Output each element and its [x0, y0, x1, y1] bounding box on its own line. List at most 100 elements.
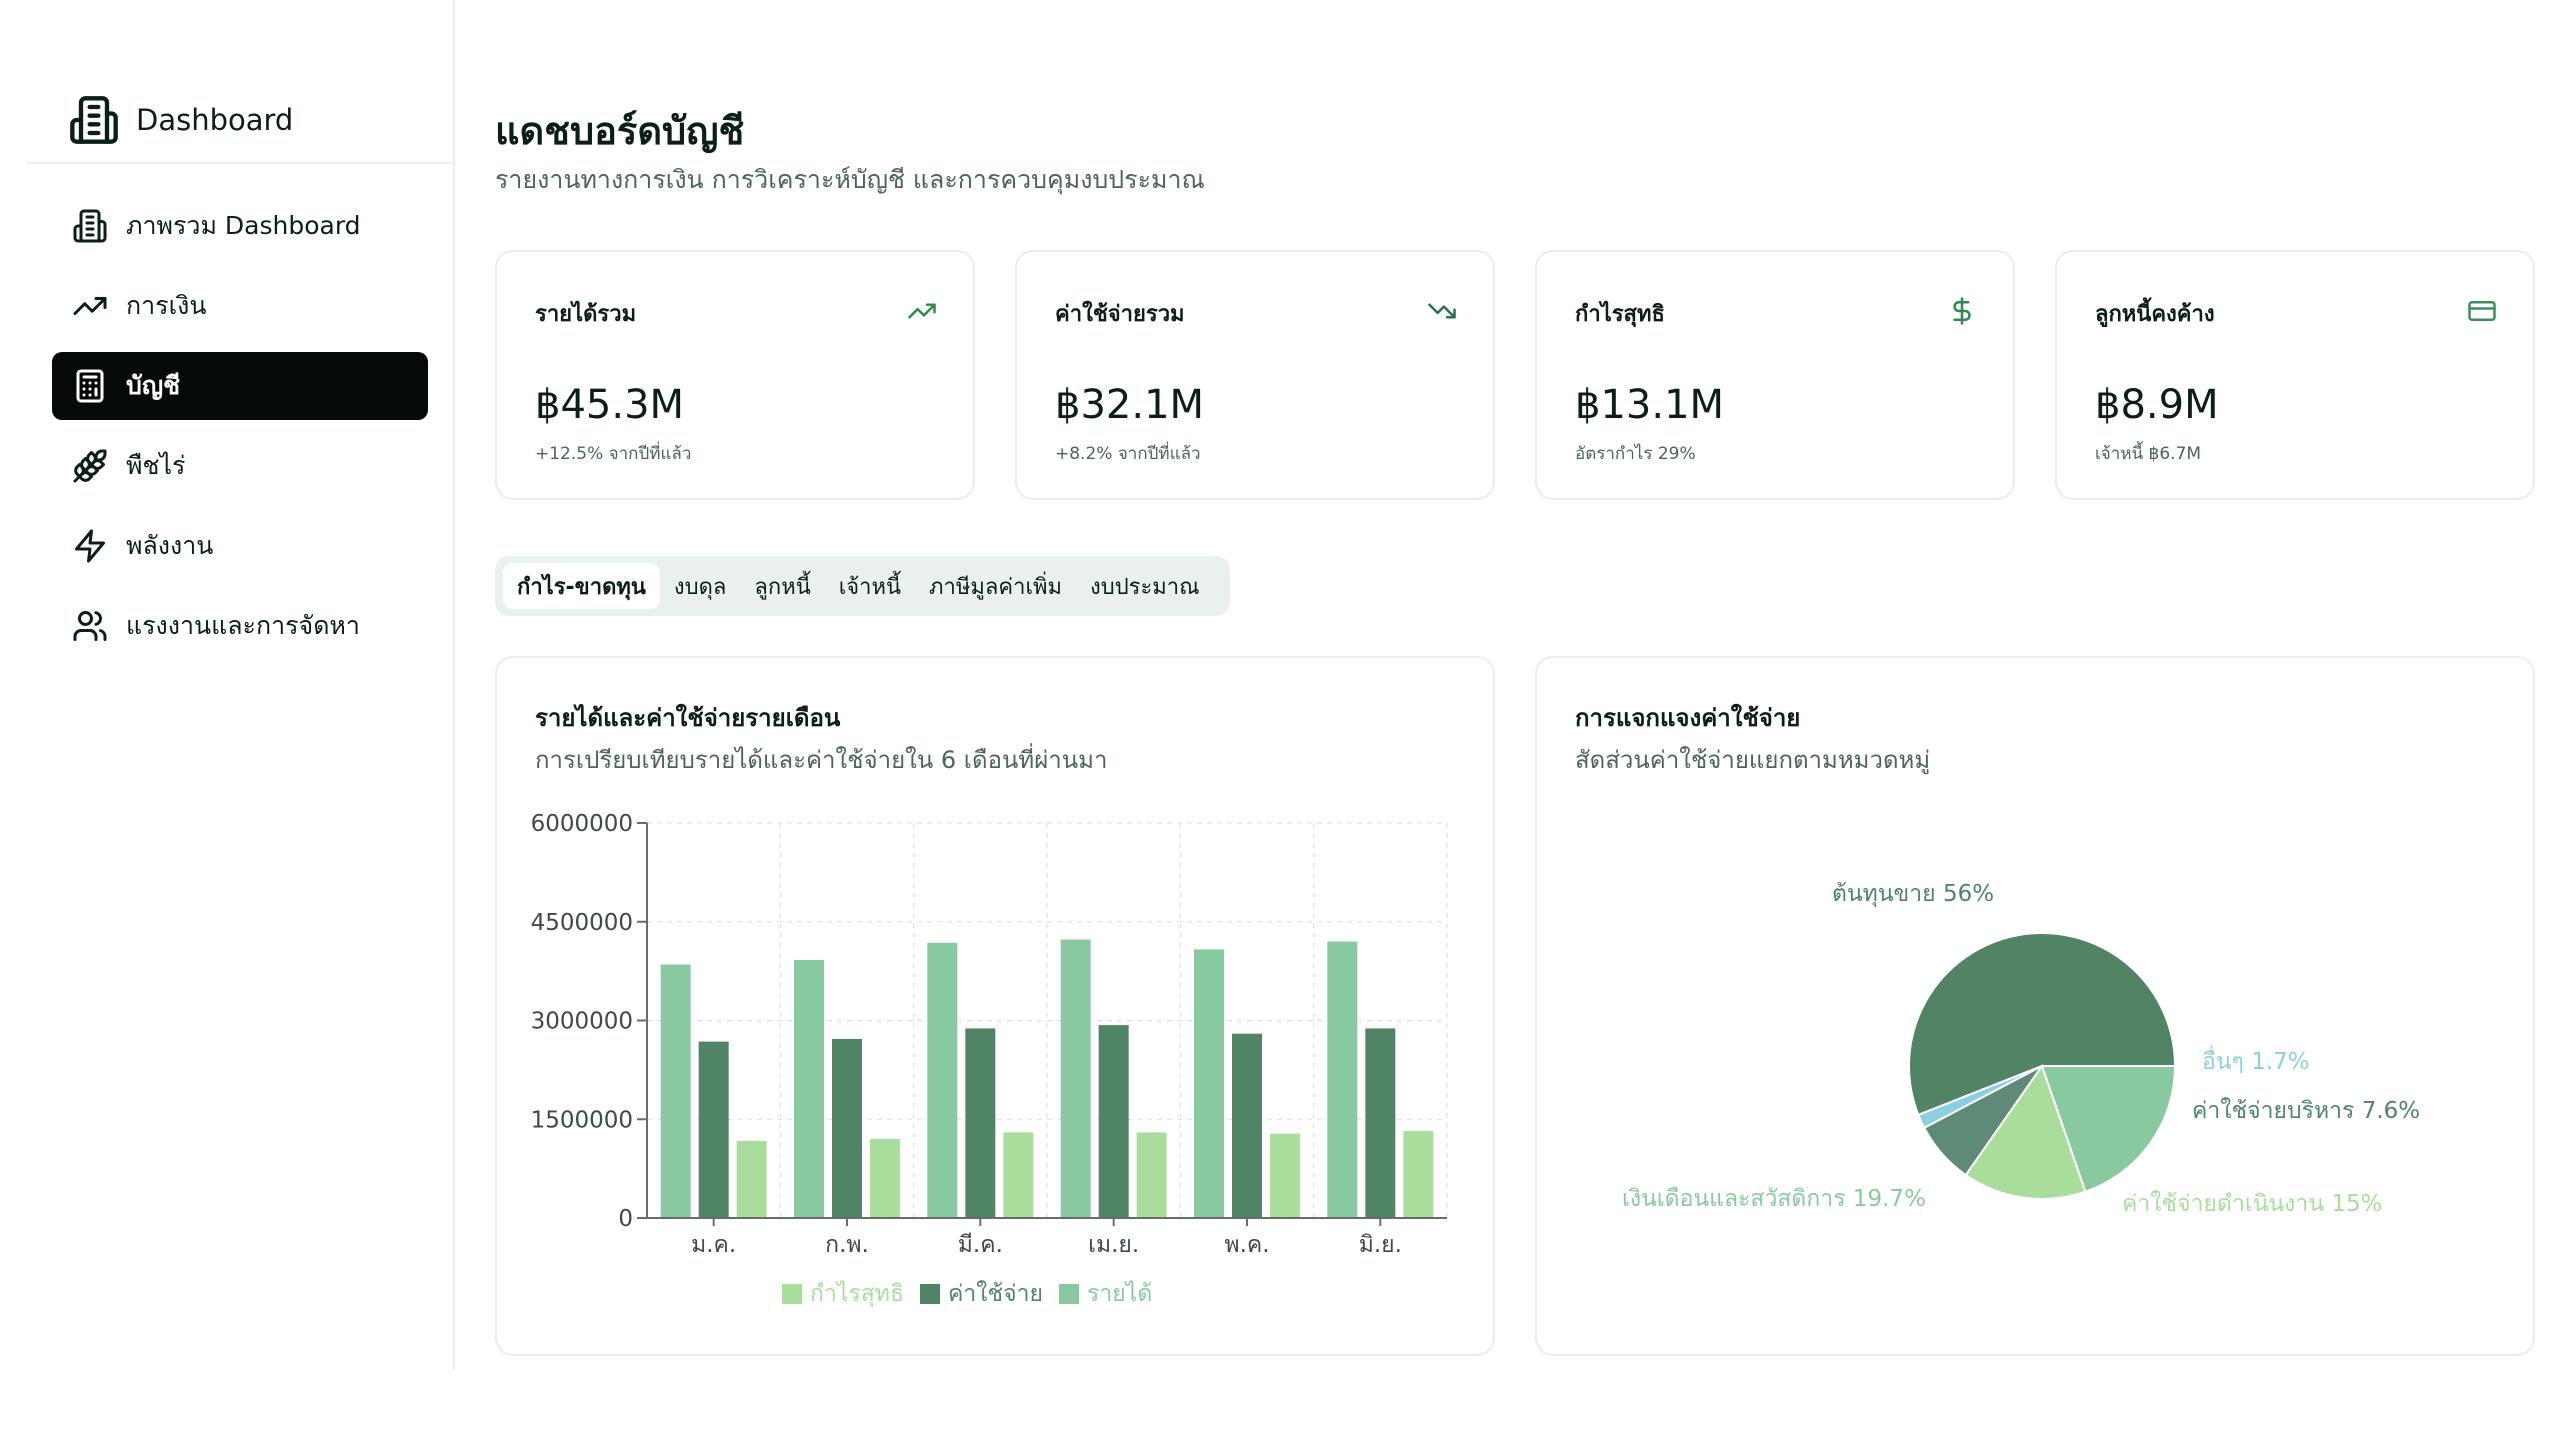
stat-card-net-profit: กำไรสุทธิ ฿13.1M อัตรากำไร 29%	[1535, 250, 2015, 500]
x-tick-label: เม.ย.	[1088, 1232, 1139, 1258]
stat-card-value: ฿32.1M	[1055, 382, 1205, 428]
lightning-icon	[75, 529, 105, 563]
bar-revenue[interactable]	[660, 964, 691, 1218]
sidebar-item-label: พืชไร่	[126, 451, 186, 480]
legend-swatch	[782, 1284, 802, 1304]
bar-revenue[interactable]	[927, 942, 958, 1218]
stat-card-label: รายได้รวม	[535, 302, 637, 327]
credit-card-icon	[2468, 301, 2496, 321]
x-tick-label: มิ.ย.	[1359, 1232, 1402, 1258]
pie-slice[interactable]	[2040, 1065, 2177, 1193]
bar-expense[interactable]	[965, 1028, 996, 1218]
bar-profit[interactable]	[1136, 1132, 1167, 1218]
legend-label: กำไรสุทธิ	[810, 1281, 904, 1307]
bar-expense[interactable]	[1365, 1028, 1396, 1218]
sidebar: Dashboard ภาพรวม Dashboard การเงิน บัญชี…	[0, 0, 455, 1370]
legend-swatch	[920, 1284, 940, 1304]
tab-budget[interactable]: งบประมาณ	[1089, 574, 1200, 600]
y-tick-label: 4500000	[531, 910, 633, 936]
stat-card-value: ฿8.9M	[2095, 382, 2219, 428]
tab-balance-sheet[interactable]: งบดุล	[673, 574, 727, 600]
x-tick-label: ก.พ.	[825, 1232, 869, 1258]
stat-card-note: +12.5% จากปีที่แล้ว	[535, 444, 692, 464]
sidebar-item-label: บัญชี	[126, 371, 181, 400]
tab-receivables[interactable]: ลูกหนี้	[754, 574, 811, 600]
legend-item-expense[interactable]: ค่าใช้จ่าย	[920, 1276, 1043, 1312]
legend-item-revenue[interactable]: รายได้	[1059, 1276, 1152, 1312]
stat-card-expense: ค่าใช้จ่ายรวม ฿32.1M +8.2% จากปีที่แล้ว	[1015, 250, 1495, 500]
building-icon	[73, 209, 107, 243]
bar-profit[interactable]	[870, 1139, 900, 1218]
sidebar-item-labor[interactable]: แรงงานและการจัดหา	[52, 592, 428, 660]
bar-profit[interactable]	[736, 1140, 767, 1218]
bar-expense[interactable]	[1098, 1025, 1129, 1218]
legend-item-profit[interactable]: กำไรสุทธิ	[782, 1276, 904, 1312]
expense-distribution-panel: การแจกแจงค่าใช้จ่าย สัดส่วนค่าใช้จ่ายแยก…	[1535, 656, 2535, 1356]
bar-revenue[interactable]	[1327, 941, 1358, 1219]
bar-expense[interactable]	[832, 1038, 862, 1218]
expense-pie-chart: ต้นทุนขาย 56% อื่นๆ 1.7% ค่าใช้จ่ายบริหาร …	[1622, 881, 2420, 1217]
sidebar-item-crops[interactable]: พืชไร่	[52, 432, 428, 500]
pie-slice-label: เงินเดือนและสวัสดิการ 19.7%	[1622, 1186, 1926, 1212]
panel-subtitle: การเปรียบเทียบรายได้และค่าใช้จ่ายใน 6 เด…	[535, 746, 1108, 774]
tab-profit-loss[interactable]: กำไร-ขาดทุน	[503, 563, 660, 609]
bar-revenue[interactable]	[794, 959, 824, 1218]
monthly-bar-chart: 0 1500000 3000000 4500000 6000000 ม.ค. ก.พ. มี.…	[531, 811, 1448, 1258]
wheat-icon	[73, 449, 107, 483]
stat-card-revenue: รายได้รวม ฿45.3M +12.5% จากปีที่แล้ว	[495, 250, 975, 500]
y-tick-label: 6000000	[531, 811, 633, 837]
page-subtitle: รายงานทางการเงิน การวิเคราะห์บัญชี และกา…	[495, 165, 1205, 194]
trending-down-icon	[1428, 303, 1456, 319]
report-tabs: กำไร-ขาดทุน งบดุล ลูกหนี้ เจ้าหนี้ ภาษีม…	[495, 556, 1230, 616]
bar-profit[interactable]	[1403, 1131, 1434, 1218]
pie-slice-label: อื่นๆ 1.7%	[2202, 1045, 2310, 1075]
pie-slice[interactable]	[1908, 932, 2177, 1117]
bar-expense[interactable]	[698, 1041, 729, 1218]
y-tick-label: 3000000	[531, 1009, 633, 1035]
chart-legend: กำไรสุทธิ ค่าใช้จ่าย รายได้	[782, 1276, 1168, 1312]
trending-up-icon	[908, 303, 936, 319]
sidebar-item-finance[interactable]: การเงิน	[52, 272, 428, 340]
dollar-icon	[1953, 297, 1971, 325]
sidebar-item-accounting[interactable]: บัญชี	[52, 352, 428, 420]
trending-up-icon	[73, 297, 107, 315]
monthly-chart-panel: รายได้และค่าใช้จ่ายรายเดือน การเปรียบเที…	[495, 656, 1495, 1356]
y-tick-label: 1500000	[531, 1107, 633, 1133]
sidebar-item-label: พลังงาน	[126, 531, 214, 560]
calculator-icon	[76, 369, 104, 403]
sidebar-item-energy[interactable]: พลังงาน	[52, 512, 428, 580]
bar-profit[interactable]	[1003, 1132, 1034, 1218]
bar-revenue[interactable]	[1194, 949, 1224, 1218]
stat-card-value: ฿13.1M	[1575, 382, 1725, 428]
x-tick-label: พ.ค.	[1224, 1232, 1269, 1258]
x-tick-label: มี.ค.	[958, 1232, 1003, 1258]
pie-slice-label: ต้นทุนขาย 56%	[1832, 881, 1994, 907]
tab-payables[interactable]: เจ้าหนี้	[838, 574, 902, 600]
sidebar-item-label: การเงิน	[126, 291, 207, 320]
legend-label: รายได้	[1087, 1281, 1153, 1307]
brand[interactable]: Dashboard	[26, 78, 455, 164]
pie-slice-label: ค่าใช้จ่ายบริหาร 7.6%	[2192, 1097, 2420, 1124]
pie-slice-label: ค่าใช้จ่ายดำเนินงาน 15%	[2122, 1190, 2382, 1217]
sidebar-item-label: ภาพรวม Dashboard	[126, 211, 361, 240]
bar-profit[interactable]	[1270, 1133, 1300, 1218]
legend-swatch	[1059, 1284, 1080, 1304]
sidebar-item-overview[interactable]: ภาพรวม Dashboard	[52, 192, 428, 260]
stat-card-label: ค่าใช้จ่ายรวม	[1055, 302, 1185, 327]
tab-vat[interactable]: ภาษีมูลค่าเพิ่ม	[929, 574, 1062, 600]
panel-subtitle: สัดส่วนค่าใช้จ่ายแยกตามหมวดหมู่	[1575, 746, 1931, 774]
building-icon	[70, 96, 118, 144]
sidebar-item-label: แรงงานและการจัดหา	[126, 611, 360, 640]
bar-revenue[interactable]	[1060, 939, 1091, 1218]
users-icon	[73, 611, 107, 641]
stat-card-label: ลูกหนี้คงค้าง	[2095, 302, 2215, 327]
bar-expense[interactable]	[1232, 1033, 1262, 1218]
stat-card-note: อัตรากำไร 29%	[1575, 444, 1696, 464]
pie-slice[interactable]	[1964, 1063, 2087, 1200]
panel-title: การแจกแจงค่าใช้จ่าย	[1575, 704, 1801, 732]
brand-title: Dashboard	[136, 103, 294, 137]
panel-title: รายได้และค่าใช้จ่ายรายเดือน	[535, 704, 841, 732]
stat-card-value: ฿45.3M	[535, 382, 685, 428]
x-tick-label: ม.ค.	[691, 1232, 736, 1258]
stat-card-note: เจ้าหนี้ ฿6.7M	[2095, 444, 2202, 464]
